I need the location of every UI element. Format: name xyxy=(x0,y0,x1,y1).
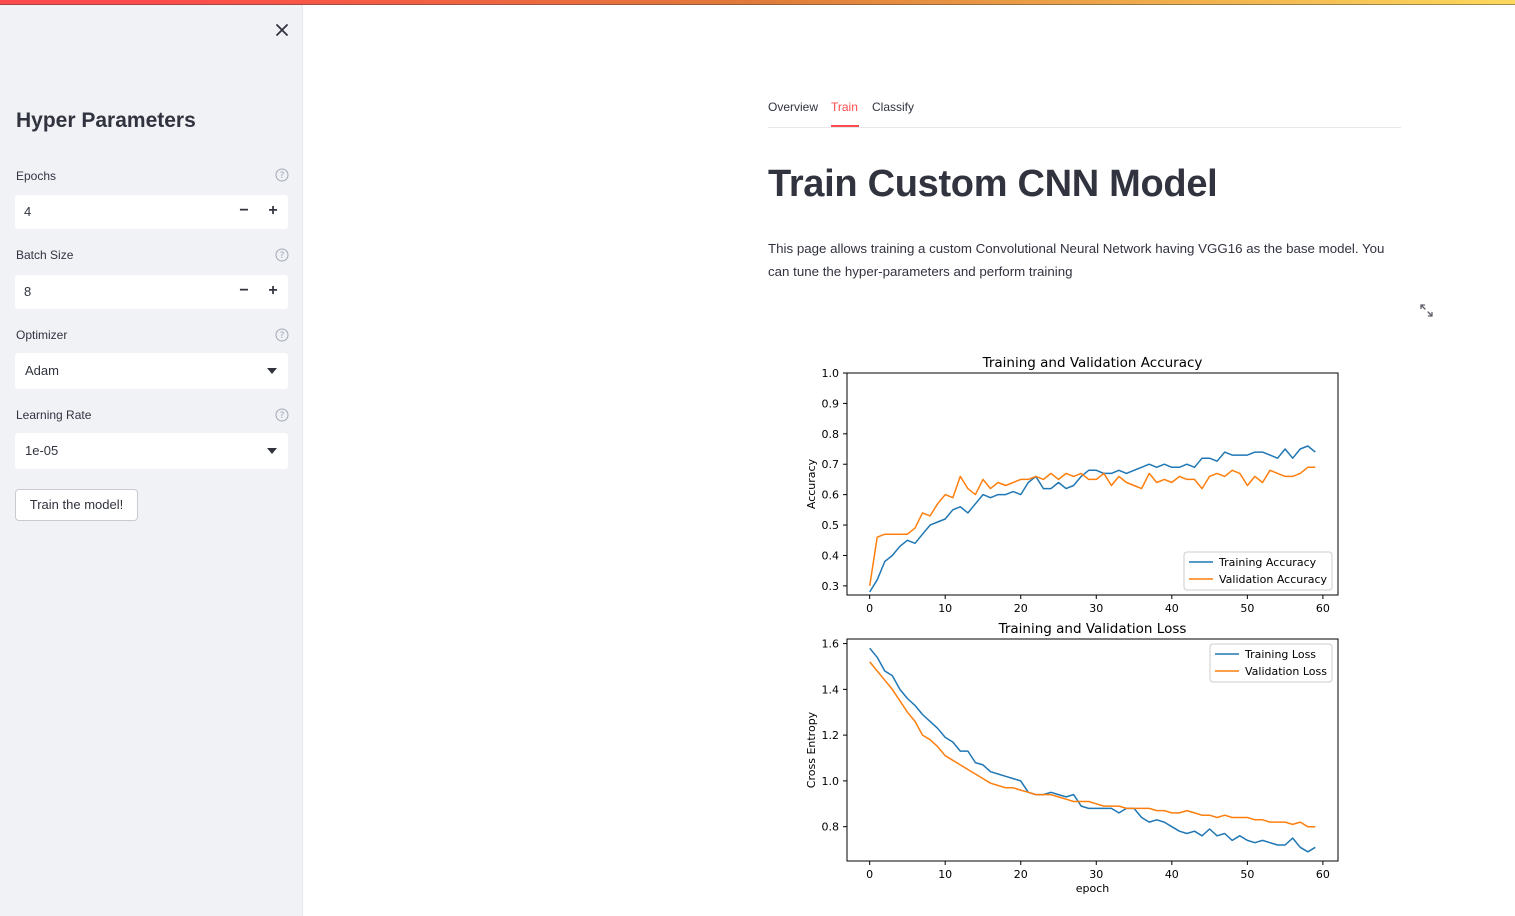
x-tick-label: 10 xyxy=(938,602,952,615)
page-title: Train Custom CNN Model xyxy=(768,163,1218,205)
plot-frame xyxy=(846,638,1339,862)
chart-title: Training and Validation Loss xyxy=(998,621,1187,637)
loss-chart: 0 10 20 30 40 50 60 0.8 1.0 1.2 1.4 1.6 Training and… xyxy=(805,621,1339,895)
optimizer-select[interactable]: Adam xyxy=(15,353,288,389)
x-tick-label: 50 xyxy=(1240,602,1254,615)
learning-rate-label: Learning Rate xyxy=(16,408,92,422)
svg-text:?: ? xyxy=(280,251,285,261)
plot-frame xyxy=(846,372,1339,596)
y-tick-label: 0.8 xyxy=(822,428,840,441)
training-figure: 0 10 20 30 40 50 60 0.3 0.4 0.5 0.6 0.7 0.8 0.9 1.0 Tra… xyxy=(805,355,1339,895)
optimizer-selected-value[interactable]: Adam xyxy=(25,363,59,378)
sidebar: Hyper Parameters Epochs ? 4 − + Batch Si… xyxy=(0,5,303,916)
epochs-help-icon[interactable]: ? xyxy=(275,168,289,182)
batch-size-label: Batch Size xyxy=(16,248,74,262)
legend-label: Validation Accuracy xyxy=(1219,573,1328,586)
optimizer-help-icon[interactable]: ? xyxy=(275,328,289,342)
batch-size-stepper[interactable]: 8 − + xyxy=(15,275,288,309)
chart-title: Training and Validation Accuracy xyxy=(982,355,1203,371)
series-line-1 xyxy=(869,647,1316,853)
y-tick-label: 0.9 xyxy=(822,397,840,410)
learning-rate-help-icon[interactable]: ? xyxy=(275,408,289,422)
epochs-increment-button[interactable]: + xyxy=(268,202,278,219)
epochs-stepper[interactable]: 4 − + xyxy=(15,195,288,229)
app-header-decoration xyxy=(0,0,1515,5)
epochs-label: Epochs xyxy=(16,169,57,183)
y-tick-label: 0.4 xyxy=(822,549,840,562)
legend-box xyxy=(1183,551,1333,591)
legend-label: Training Accuracy xyxy=(1218,556,1317,569)
epochs-value[interactable]: 4 xyxy=(24,204,32,219)
y-tick-label: 1.2 xyxy=(822,729,840,742)
legend-label: Validation Loss xyxy=(1245,665,1327,678)
epochs-decrement-button[interactable]: − xyxy=(239,202,249,219)
optimizer-label: Optimizer xyxy=(16,328,68,342)
y-tick-label: 1.0 xyxy=(822,367,840,380)
accuracy-chart: 0 10 20 30 40 50 60 0.3 0.4 0.5 0.6 0.7 0.8 0.9 1.0 Tra… xyxy=(805,355,1339,615)
legend-label: Training Loss xyxy=(1244,648,1316,661)
learning-rate-selected-value[interactable]: 1e-05 xyxy=(25,443,59,458)
x-tick-label: 0 xyxy=(866,868,873,881)
close-sidebar-icon[interactable] xyxy=(270,18,294,42)
x-tick-label: 30 xyxy=(1089,868,1103,881)
batch-size-decrement-button[interactable]: − xyxy=(239,282,249,299)
x-axis-label: epoch xyxy=(1076,882,1110,895)
x-tick-label: 20 xyxy=(1014,602,1028,615)
x-tick-label: 60 xyxy=(1316,602,1330,615)
series-line-1 xyxy=(869,445,1316,593)
batch-size-increment-button[interactable]: + xyxy=(268,282,278,299)
page-description: This page allows training a custom Convo… xyxy=(768,241,1385,279)
x-tick-label: 50 xyxy=(1240,868,1254,881)
train-model-button[interactable]: Train the model! xyxy=(15,489,138,521)
y-tick-label: 0.6 xyxy=(822,489,840,502)
x-tick-label: 0 xyxy=(866,602,873,615)
chevron-down-icon[interactable] xyxy=(267,447,277,455)
y-axis-label: Accuracy xyxy=(805,458,818,509)
x-tick-label: 40 xyxy=(1165,602,1179,615)
tab-bar: Overview Train Classify xyxy=(768,98,1401,128)
y-tick-label: 0.3 xyxy=(822,580,840,593)
y-tick-label: 0.8 xyxy=(822,821,840,834)
sidebar-title: Hyper Parameters xyxy=(16,109,196,132)
y-tick-label: 1.6 xyxy=(822,638,840,651)
batch-size-help-icon[interactable]: ? xyxy=(275,248,289,262)
tab-overview[interactable]: Overview xyxy=(768,100,819,114)
learning-rate-select[interactable]: 1e-05 xyxy=(15,433,288,469)
legend-box xyxy=(1209,643,1333,683)
y-tick-label: 1.0 xyxy=(822,775,840,788)
active-tab-indicator xyxy=(831,125,859,127)
y-tick-label: 0.5 xyxy=(822,519,840,532)
batch-size-value[interactable]: 8 xyxy=(24,284,32,299)
svg-text:?: ? xyxy=(280,171,285,181)
series-line-2 xyxy=(869,661,1316,828)
fullscreen-expand-icon[interactable] xyxy=(1419,303,1434,318)
series-line-2 xyxy=(868,466,1316,587)
tab-classify[interactable]: Classify xyxy=(872,100,915,114)
x-tick-label: 30 xyxy=(1089,602,1103,615)
y-tick-label: 0.7 xyxy=(822,458,840,471)
x-tick-label: 60 xyxy=(1316,868,1330,881)
svg-text:?: ? xyxy=(280,331,285,341)
chevron-down-icon[interactable] xyxy=(267,367,277,375)
y-tick-label: 1.4 xyxy=(822,683,840,696)
x-tick-label: 40 xyxy=(1165,868,1179,881)
x-tick-label: 20 xyxy=(1014,868,1028,881)
x-tick-label: 10 xyxy=(938,868,952,881)
tab-train[interactable]: Train xyxy=(831,100,858,114)
y-axis-label: Cross Entropy xyxy=(805,711,818,788)
svg-text:?: ? xyxy=(280,411,285,421)
